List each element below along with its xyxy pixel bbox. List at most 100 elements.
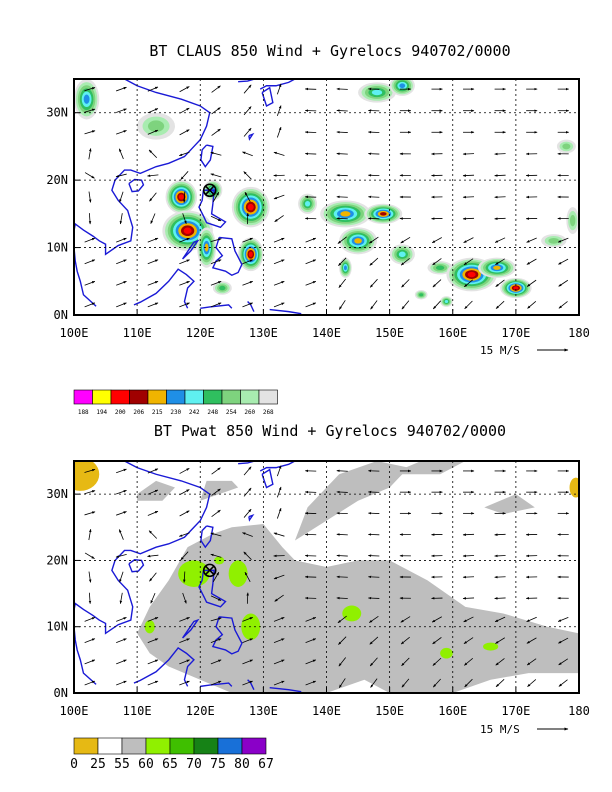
wind-vector [400,257,410,266]
wind-vector [116,108,127,113]
wind-vector [179,302,190,308]
wind-vector [84,490,96,495]
y-tick-label: 30N [46,487,68,501]
wind-vector [495,279,505,287]
wind-vector [526,258,537,265]
wind-vector [462,575,475,579]
wind-vector [179,510,190,517]
panel-pwat: BT Pwat 850 Wind + Gyrelocs 940702/0000 … [46,422,590,772]
wind-vector [179,280,190,286]
wind-vector [84,130,96,135]
wind-vector [148,149,158,159]
wind-vector [336,130,348,134]
wind-vector [273,680,285,686]
wind-vector [243,127,252,137]
wind-vector [464,300,473,310]
wind-vector [557,237,569,243]
y-axis-claus: 0N 10N 20N 30N [46,106,80,322]
wind-vector [147,638,159,644]
coastline [133,268,195,309]
wind-vector [88,213,92,225]
colorbar-swatch [221,389,241,405]
cloud-contour [83,94,90,104]
wind-vector [243,84,252,94]
wind-vector [180,171,189,180]
wind-vector [242,532,253,537]
wind-vector [558,279,569,287]
colorbar-swatch [258,389,278,405]
wind-vectors [84,83,570,310]
x-tick-label: 180 [568,326,590,340]
colorbar-swatch [73,389,93,405]
cloud-contour [399,83,406,89]
cloud-contour [178,194,184,200]
x-tick-label: 110E [123,704,152,718]
colorbar-swatch [166,389,186,405]
wind-vector [211,509,221,517]
wind-vector [369,657,378,667]
wind-vector [84,280,96,286]
vector-ref-label: 15 M/S [480,344,520,357]
wind-vector [495,300,505,309]
cloud-contour [371,89,383,96]
colorbar-swatch [203,389,223,405]
x-tick-label: 100E [60,326,89,340]
wind-vector [147,489,159,495]
wind-vector [242,659,254,665]
x-tick-label: 150E [375,704,404,718]
wind-vector [183,571,186,583]
colorbar-label: 254 [226,409,237,416]
colorbar-label: 70 [186,757,202,772]
vector-reference-pwat: 15 M/S [480,723,569,736]
wind-vector [84,617,96,622]
wind-vector [178,532,190,537]
wind-vector [462,597,475,600]
wind-vector [147,129,159,135]
wind-vector [273,574,285,580]
wind-vector [210,238,222,243]
wind-vector [210,302,222,308]
coastline [259,79,296,90]
wind-vector [462,217,475,220]
wind-vector [273,532,285,537]
vector-reference-claus: 15 M/S [480,344,569,357]
wind-vector [432,279,442,288]
wind-vector [88,148,92,160]
wind-vector [84,87,96,92]
wind-vector [244,571,251,583]
wind-vector [243,487,252,497]
coastline [74,639,97,685]
wind-vector [211,85,221,93]
wind-vector [84,237,96,243]
wind-vector [462,174,475,177]
gridlines [74,79,579,315]
wind-vector [243,508,252,518]
coastline [211,616,243,655]
wind-vector [337,236,347,244]
wind-vector [494,533,506,536]
wind-vector [147,659,159,665]
pwat-shading [74,461,579,693]
wind-vector [243,551,252,560]
colorbar-label: 65 [162,757,178,772]
pwat-region [342,605,362,622]
wind-vector [336,469,348,473]
wind-vector [276,507,282,519]
wind-vector [149,192,157,202]
wind-vector [116,680,127,686]
wind-vector [273,259,285,265]
colorbar-swatch [169,737,195,755]
wind-vector [88,191,92,203]
wind-vector [401,657,410,667]
wind-vector [336,217,348,220]
wind-vector [336,87,348,91]
gyre-marker-claus [202,183,217,198]
wind-vector [116,659,127,665]
wind-vector [84,552,95,559]
wind-vector [558,658,569,666]
wind-vector [179,129,190,136]
wind-vector [338,300,346,310]
wind-vector [494,217,506,220]
colorbar-label: 25 [90,757,106,772]
x-tick-label: 170E [501,326,530,340]
